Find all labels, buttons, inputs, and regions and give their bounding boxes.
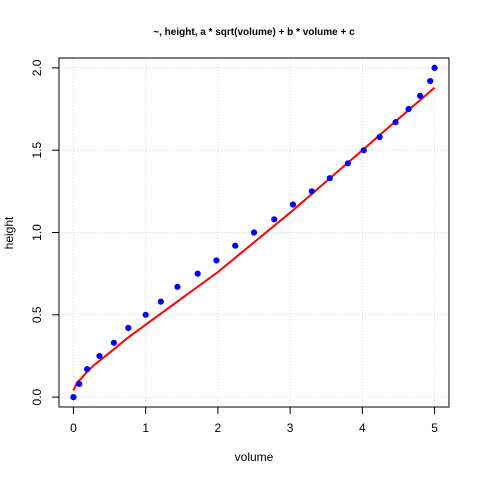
data-point xyxy=(125,324,132,332)
y-tick-label: 0.0 xyxy=(30,388,44,405)
data-point xyxy=(76,380,83,388)
x-axis-label: volume xyxy=(235,450,274,464)
data-point xyxy=(344,160,351,167)
x-tick-label: 2 xyxy=(215,421,222,435)
chart-title: ~, height, a * sqrt(volume) + b * volume… xyxy=(153,27,355,38)
y-tick-label: 1.0 xyxy=(30,224,44,241)
data-point xyxy=(431,64,438,71)
fit-line xyxy=(72,86,436,391)
y-axis-label: height xyxy=(2,216,16,249)
y-axis: 0.0 0.5 1.0 1.5 2.0 xyxy=(30,59,59,405)
data-point xyxy=(360,147,367,154)
data-point xyxy=(110,339,117,346)
y-tick-label: 1.5 xyxy=(30,142,44,159)
data-point xyxy=(417,92,424,99)
data-point xyxy=(405,105,412,113)
data-point xyxy=(376,133,383,141)
grid xyxy=(59,58,449,407)
data-point xyxy=(271,216,278,223)
fit-line-group xyxy=(72,86,436,391)
data-point xyxy=(96,352,103,360)
data-point xyxy=(213,257,220,264)
data-point xyxy=(250,229,258,236)
data-point xyxy=(142,311,149,318)
x-tick-label: 5 xyxy=(431,421,438,435)
data-point xyxy=(84,366,91,373)
data-point xyxy=(174,283,181,290)
data-point xyxy=(194,270,201,277)
x-tick-label: 3 xyxy=(287,421,294,435)
data-point xyxy=(157,298,164,305)
y-tick-label: 2.0 xyxy=(30,59,44,76)
data-point xyxy=(232,242,239,249)
x-axis: 0 1 2 3 4 5 xyxy=(70,407,438,435)
x-tick-label: 4 xyxy=(359,421,366,435)
data-point xyxy=(326,175,333,182)
y-tick-label: 0.5 xyxy=(30,306,44,323)
data-point xyxy=(308,188,315,195)
data-point xyxy=(392,119,399,126)
points-group xyxy=(70,64,438,401)
x-tick-label: 0 xyxy=(70,421,77,435)
data-point xyxy=(427,77,434,85)
data-point xyxy=(70,394,77,401)
data-point xyxy=(289,201,297,208)
x-tick-label: 1 xyxy=(142,421,149,435)
